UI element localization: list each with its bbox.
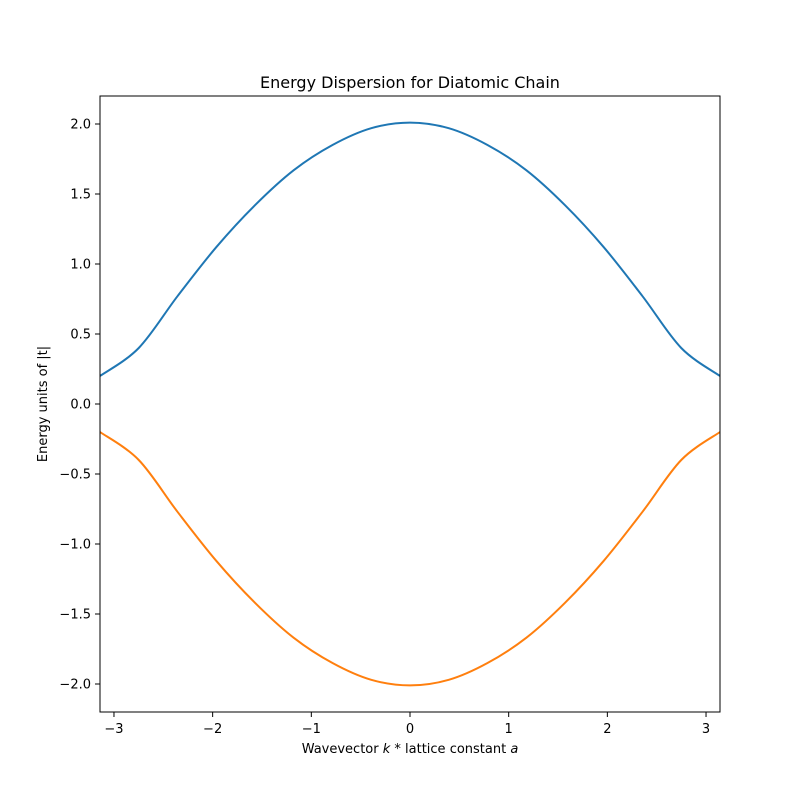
y-tick-label: −1.5: [59, 608, 91, 623]
x-tick-label: −2: [203, 722, 222, 737]
x-axis-label-middle: * lattice constant: [390, 742, 510, 757]
y-tick-label: −1.0: [59, 538, 91, 553]
y-tick-label: 0.0: [70, 398, 91, 413]
x-axis-ticks: −3 −2 −1 0 1 2 3: [104, 712, 710, 737]
x-tick-label: 1: [505, 722, 513, 737]
y-tick-label: 0.5: [70, 328, 91, 343]
y-tick-label: −2.0: [59, 678, 91, 693]
y-tick-label: −0.5: [59, 468, 91, 483]
y-axis-ticks: −2.0 −1.5 −1.0 −0.5 0.0 0.5 1.0 1.5 2.0: [59, 118, 100, 693]
plot-lines: [99, 121, 721, 687]
y-tick-label: 1.5: [70, 188, 91, 203]
x-tick-label: 0: [406, 722, 414, 737]
chart-title: Energy Dispersion for Diatomic Chain: [260, 73, 560, 92]
y-tick-label: 1.0: [70, 258, 91, 273]
x-tick-label: −3: [104, 722, 123, 737]
y-tick-label: 2.0: [70, 118, 91, 133]
x-tick-label: 2: [603, 722, 611, 737]
upper-band-line: [99, 121, 721, 377]
lower-band-line: [99, 431, 721, 687]
x-axis-label-a: a: [510, 742, 518, 757]
x-axis-label: Wavevector k * lattice constant a: [302, 742, 519, 757]
x-tick-label: 3: [702, 722, 710, 737]
x-axis-label-prefix: Wavevector: [302, 742, 383, 757]
x-tick-label: −1: [302, 722, 321, 737]
x-axis-label-k: k: [383, 742, 391, 757]
y-axis-label: Energy units of |t|: [36, 346, 51, 462]
